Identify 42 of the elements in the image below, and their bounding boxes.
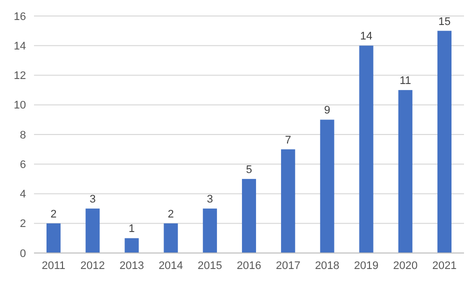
bar: [359, 46, 374, 253]
y-tick-label: 0: [20, 248, 26, 260]
x-tick-label: 2016: [236, 260, 262, 272]
x-tick-label: 2018: [314, 260, 340, 272]
x-tick-label: 2012: [80, 260, 105, 272]
bar: [437, 30, 452, 253]
bar: [164, 223, 178, 253]
x-tick-label: 2014: [158, 260, 184, 272]
bar: [46, 223, 61, 253]
data-label: 14: [360, 30, 372, 43]
data-label: 9: [324, 104, 330, 117]
bar: [124, 238, 139, 253]
bar: [320, 120, 334, 253]
x-tick-label: 2017: [276, 260, 300, 272]
bar: [281, 149, 296, 253]
data-label: 2: [50, 208, 57, 220]
data-label: 2: [168, 208, 174, 220]
y-tick-label: 12: [14, 70, 26, 82]
x-tick-label: 2013: [119, 260, 144, 272]
data-label: 11: [400, 75, 412, 88]
y-tick-label: 6: [20, 158, 26, 171]
bar: [398, 90, 412, 253]
y-tick-label: 16: [14, 10, 26, 23]
y-tick-label: 10: [14, 100, 26, 112]
x-tick-label: 2015: [198, 260, 222, 272]
x-tick-label: 2011: [42, 260, 66, 272]
data-label: 5: [246, 164, 252, 176]
bar: [202, 208, 217, 253]
y-tick-label: 8: [20, 129, 26, 142]
data-label: 3: [206, 194, 213, 206]
y-tick-label: 4: [20, 188, 26, 201]
x-tick-label: 2020: [393, 260, 418, 272]
data-label: 7: [285, 134, 292, 146]
y-tick-label: 14: [14, 40, 26, 52]
y-tick-label: 2: [20, 218, 26, 230]
x-tick-label: 2021: [432, 260, 457, 272]
data-label: 1: [128, 223, 135, 236]
x-tick-label: 2019: [354, 260, 379, 272]
bar: [86, 208, 100, 253]
data-label: 15: [438, 16, 451, 28]
data-label: 3: [90, 194, 96, 206]
bar: [242, 178, 256, 253]
